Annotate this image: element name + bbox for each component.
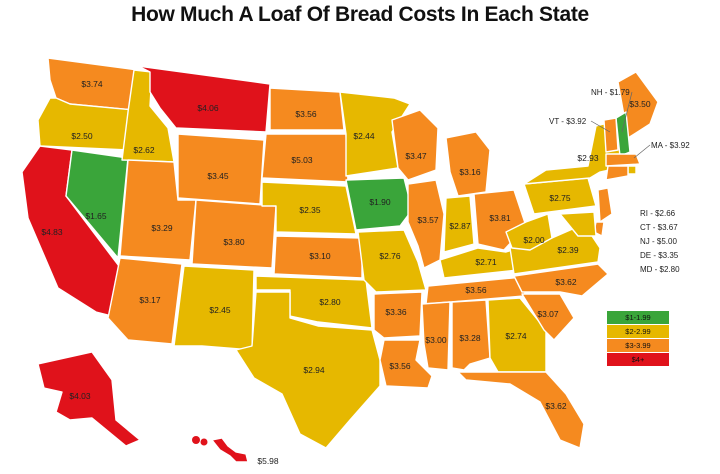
legend-item: $3-3.99 (607, 339, 669, 352)
state-price-label-mi: $3.16 (459, 167, 481, 177)
state-ma (605, 153, 641, 167)
state-ms (421, 301, 451, 371)
state-fl (457, 371, 585, 449)
small-state-label: NH - $1.79 (591, 88, 630, 97)
leader-line (621, 91, 633, 133)
state-sc (521, 293, 575, 341)
state-co (191, 199, 277, 269)
state-price-label-hi: $5.98 (257, 456, 279, 466)
map-title: How Much A Loaf Of Bread Costs In Each S… (131, 3, 589, 26)
small-state-label: MD - $2.80 (640, 265, 680, 274)
state-price-label-wa: $3.74 (81, 79, 103, 89)
state-price-label-id: $2.62 (133, 145, 155, 155)
state-wi (391, 109, 439, 181)
state-price-label-or: $2.50 (71, 131, 93, 141)
state-price-label-ut: $3.29 (151, 223, 173, 233)
state-ia (345, 177, 413, 231)
small-state-label: CT - $3.67 (640, 223, 678, 232)
small-state-label: RI - $2.66 (640, 209, 676, 218)
state-price-label-va: $2.39 (557, 245, 579, 255)
state-ne (261, 181, 357, 235)
state-price-label-wv: $2.00 (523, 235, 545, 245)
state-nv (65, 149, 129, 259)
state-price-label-ia: $1.90 (369, 197, 391, 207)
state-nj (597, 187, 613, 223)
state-price-label-tn: $3.56 (465, 285, 487, 295)
state-price-label-ky: $2.71 (475, 257, 497, 267)
state-price-label-tx: $2.94 (303, 365, 325, 375)
state-ak (37, 351, 141, 447)
state-wv (505, 213, 553, 251)
small-state-label: VT - $3.92 (549, 117, 587, 126)
state-price-label-al: $3.28 (459, 333, 481, 343)
state-price-label-fl: $3.62 (545, 401, 567, 411)
small-state-label: MA - $3.92 (651, 141, 690, 150)
state-mo (357, 229, 427, 293)
state-ar (373, 291, 423, 339)
state-ct (605, 165, 629, 181)
state-nh (615, 111, 631, 157)
state-price-label-nv: $1.65 (85, 211, 107, 221)
legend-item: $2-2.99 (607, 325, 669, 338)
state-price-label-me: $3.50 (629, 99, 651, 109)
legend-item: $1-1.99 (607, 311, 669, 324)
price-legend: $1-1.99 $2-2.99 $3-3.99 $4+ (607, 311, 669, 367)
state-md (559, 211, 597, 237)
state-hi-island (200, 438, 208, 446)
state-price-label-wy: $3.45 (207, 171, 229, 181)
leader-line (590, 120, 611, 133)
state-price-label-ny: $2.93 (577, 153, 599, 163)
state-price-label-in: $2.87 (449, 221, 471, 231)
state-price-label-nd: $3.56 (295, 109, 317, 119)
state-hi (211, 437, 249, 463)
state-vt (603, 117, 619, 153)
legend-item: $4+ (607, 353, 669, 366)
state-ri (627, 165, 637, 175)
state-price-label-ms: $3.00 (425, 335, 447, 345)
state-wy (177, 133, 265, 205)
state-price-label-mt: $4.06 (197, 103, 219, 113)
state-price-label-mn: $2.44 (353, 131, 375, 141)
state-price-label-mo: $2.76 (379, 251, 401, 261)
leader-line (633, 144, 651, 159)
state-mn (339, 91, 411, 177)
state-nd (269, 87, 345, 131)
state-tx (235, 291, 381, 449)
state-price-label-ks: $3.10 (309, 251, 331, 261)
state-price-label-la: $3.56 (389, 361, 411, 371)
state-price-label-sd: $5.03 (291, 155, 313, 165)
state-price-label-ak: $4.03 (69, 391, 91, 401)
state-price-label-ne: $2.35 (299, 205, 321, 215)
state-al (451, 299, 491, 371)
state-mi (445, 131, 491, 197)
small-state-label: NJ - $5.00 (640, 237, 677, 246)
state-price-label-nm: $2.45 (209, 305, 231, 315)
state-hi-island (192, 436, 200, 444)
small-state-label: DE - $3.35 (640, 251, 679, 260)
state-nm (173, 265, 255, 351)
state-price-label-nc: $3.62 (555, 277, 577, 287)
state-price-label-wi: $3.47 (405, 151, 427, 161)
state-price-label-ar: $3.36 (385, 307, 407, 317)
state-price-label-az: $3.17 (139, 295, 161, 305)
state-price-label-ga: $2.74 (505, 331, 527, 341)
state-price-label-ok: $2.80 (319, 297, 341, 307)
state-nc (513, 263, 609, 297)
state-ks (273, 235, 363, 279)
state-price-label-oh: $3.81 (489, 213, 511, 223)
state-price-label-ca: $4.83 (41, 227, 63, 237)
state-price-label-pa: $2.75 (549, 193, 571, 203)
state-price-label-sc: $3.07 (537, 309, 559, 319)
state-price-label-co: $3.80 (223, 237, 245, 247)
state-la (379, 339, 433, 389)
state-il (407, 179, 445, 269)
state-az (107, 257, 183, 345)
state-ok (255, 275, 373, 329)
state-in (443, 195, 475, 253)
state-price-label-il: $3.57 (417, 215, 439, 225)
